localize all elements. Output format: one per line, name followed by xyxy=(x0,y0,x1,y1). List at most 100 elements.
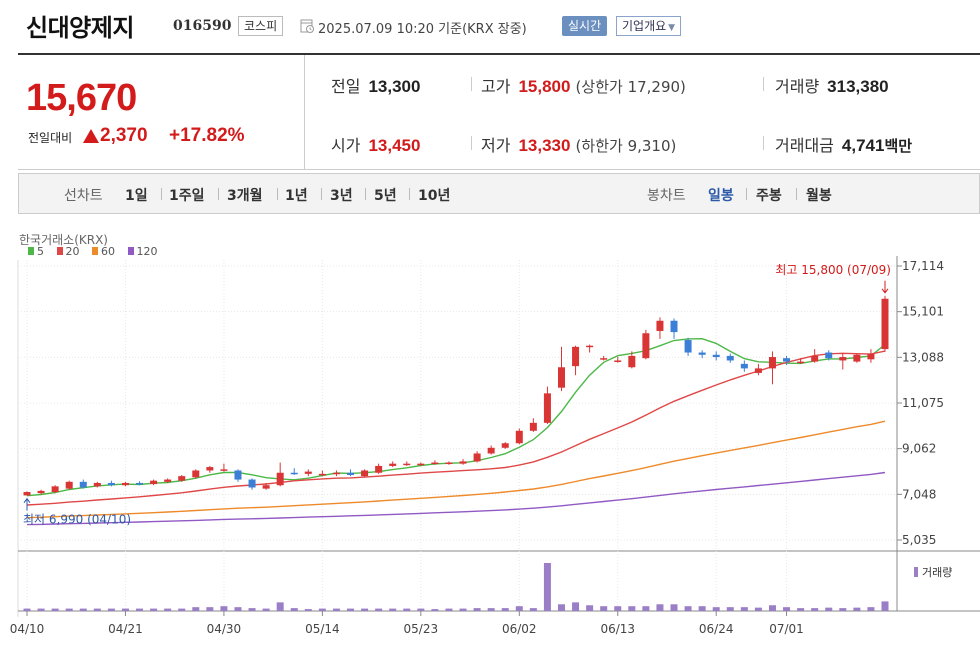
divider xyxy=(471,77,472,91)
x-tick-label: 06/13 xyxy=(600,622,635,636)
candle-body xyxy=(332,472,340,475)
stock-header: 신대양제지 016590 코스피 2025.07.09 10:20 기준(KRX… xyxy=(0,0,980,52)
volume-bar xyxy=(304,609,312,611)
candle-body xyxy=(51,486,59,493)
tab-1day[interactable]: 1일 xyxy=(125,188,148,204)
candle-body xyxy=(515,430,523,444)
tab-3year[interactable]: 3년 xyxy=(330,188,353,204)
realtime-button[interactable]: 실시간 xyxy=(562,16,608,36)
volume-bar xyxy=(276,602,284,611)
exchange-label: 한국거래소(KRX) xyxy=(19,233,108,247)
candle-body xyxy=(276,472,284,486)
candle-body xyxy=(417,463,425,466)
candle-body xyxy=(543,393,551,423)
divider xyxy=(321,188,322,200)
volume-bar xyxy=(178,608,186,611)
volume-bar xyxy=(853,607,861,611)
candle-body xyxy=(670,320,678,333)
volume-legend: 거래량 xyxy=(914,564,952,580)
volume-bar xyxy=(220,606,228,611)
volume-bar xyxy=(487,608,495,611)
up-arrow-icon xyxy=(83,129,99,143)
candle-body xyxy=(220,469,228,471)
volume-bar xyxy=(656,604,664,611)
volume-bar xyxy=(290,608,298,611)
volume-bar xyxy=(206,607,214,611)
candle-body xyxy=(318,473,326,476)
volume-bar xyxy=(107,608,115,611)
candle-body xyxy=(192,470,200,478)
divider xyxy=(161,188,162,200)
candle-body xyxy=(529,422,537,431)
x-tick-label: 06/24 xyxy=(699,622,734,636)
volume-bar xyxy=(473,608,481,611)
volume-bar xyxy=(37,608,45,611)
trade-amount: 거래대금 4,741백만 xyxy=(775,136,913,155)
volume-bar xyxy=(150,608,158,611)
volume-bar xyxy=(811,608,819,611)
tab-3month[interactable]: 3개월 xyxy=(227,188,263,204)
tab-1year[interactable]: 1년 xyxy=(285,188,308,204)
volume-bar xyxy=(586,605,594,611)
candle-body xyxy=(178,476,186,481)
volume-bar xyxy=(543,563,551,611)
candle-body xyxy=(445,462,453,465)
tab-monthly[interactable]: 월봉 xyxy=(806,188,832,204)
candle-body xyxy=(557,367,565,388)
divider xyxy=(746,188,747,200)
candle-body xyxy=(150,480,158,485)
y-tick-label: 15,101 xyxy=(902,305,944,319)
change-label: 전일대비 xyxy=(28,131,73,145)
candle-body xyxy=(431,462,439,465)
candle-body xyxy=(881,298,889,350)
candle-body xyxy=(136,482,144,485)
volume-bar xyxy=(403,608,411,611)
x-tick-label: 07/01 xyxy=(769,622,804,636)
candle-body xyxy=(684,340,692,353)
volume-bar xyxy=(754,607,762,611)
tab-5year[interactable]: 5년 xyxy=(374,188,397,204)
divider xyxy=(796,188,797,200)
ma5-line xyxy=(26,337,886,497)
x-tick-label: 05/14 xyxy=(305,622,340,636)
candle-body xyxy=(375,465,383,473)
candle-body xyxy=(389,463,397,466)
trade-volume: 거래량 313,380 xyxy=(775,77,889,96)
company-overview-dropdown[interactable]: 기업개요 ▼ xyxy=(616,16,682,36)
line-chart-label: 선차트 xyxy=(64,188,103,204)
volume-bar xyxy=(332,608,340,611)
volume-bar xyxy=(234,607,242,611)
candle-body xyxy=(107,482,115,486)
candle-body xyxy=(712,354,720,358)
volume-bar xyxy=(417,608,425,611)
ma20-line xyxy=(26,350,886,506)
candle-body xyxy=(37,490,45,494)
volume-bar xyxy=(614,606,622,611)
volume-bar xyxy=(670,604,678,611)
tab-weekly[interactable]: 주봉 xyxy=(756,188,782,204)
volume-bar xyxy=(572,602,580,611)
candle-body xyxy=(783,358,791,362)
candle-body xyxy=(726,355,734,361)
x-tick-label: 05/23 xyxy=(404,622,439,636)
divider xyxy=(277,188,278,200)
candle-body xyxy=(304,471,312,474)
tab-10year[interactable]: 10년 xyxy=(418,188,451,204)
volume-bar xyxy=(501,608,509,611)
candle-body xyxy=(121,482,129,486)
volume-bar xyxy=(726,607,734,611)
stock-name: 신대양제지 xyxy=(26,14,134,42)
current-price-panel: 15,670 전일대비 2,370 +17.82% xyxy=(18,55,305,170)
candle-body xyxy=(698,352,706,355)
candle-body xyxy=(600,358,608,360)
price-change: 2,370 xyxy=(100,125,148,146)
tab-1week[interactable]: 1주일 xyxy=(169,188,205,204)
divider xyxy=(763,136,764,150)
volume-bar xyxy=(248,608,256,611)
tab-daily[interactable]: 일봉 xyxy=(708,188,734,204)
volume-bar xyxy=(839,608,847,611)
x-tick-label: 06/02 xyxy=(502,622,537,636)
volume-bar xyxy=(529,608,537,611)
volume-bar xyxy=(375,608,383,611)
candle-body xyxy=(867,353,875,360)
